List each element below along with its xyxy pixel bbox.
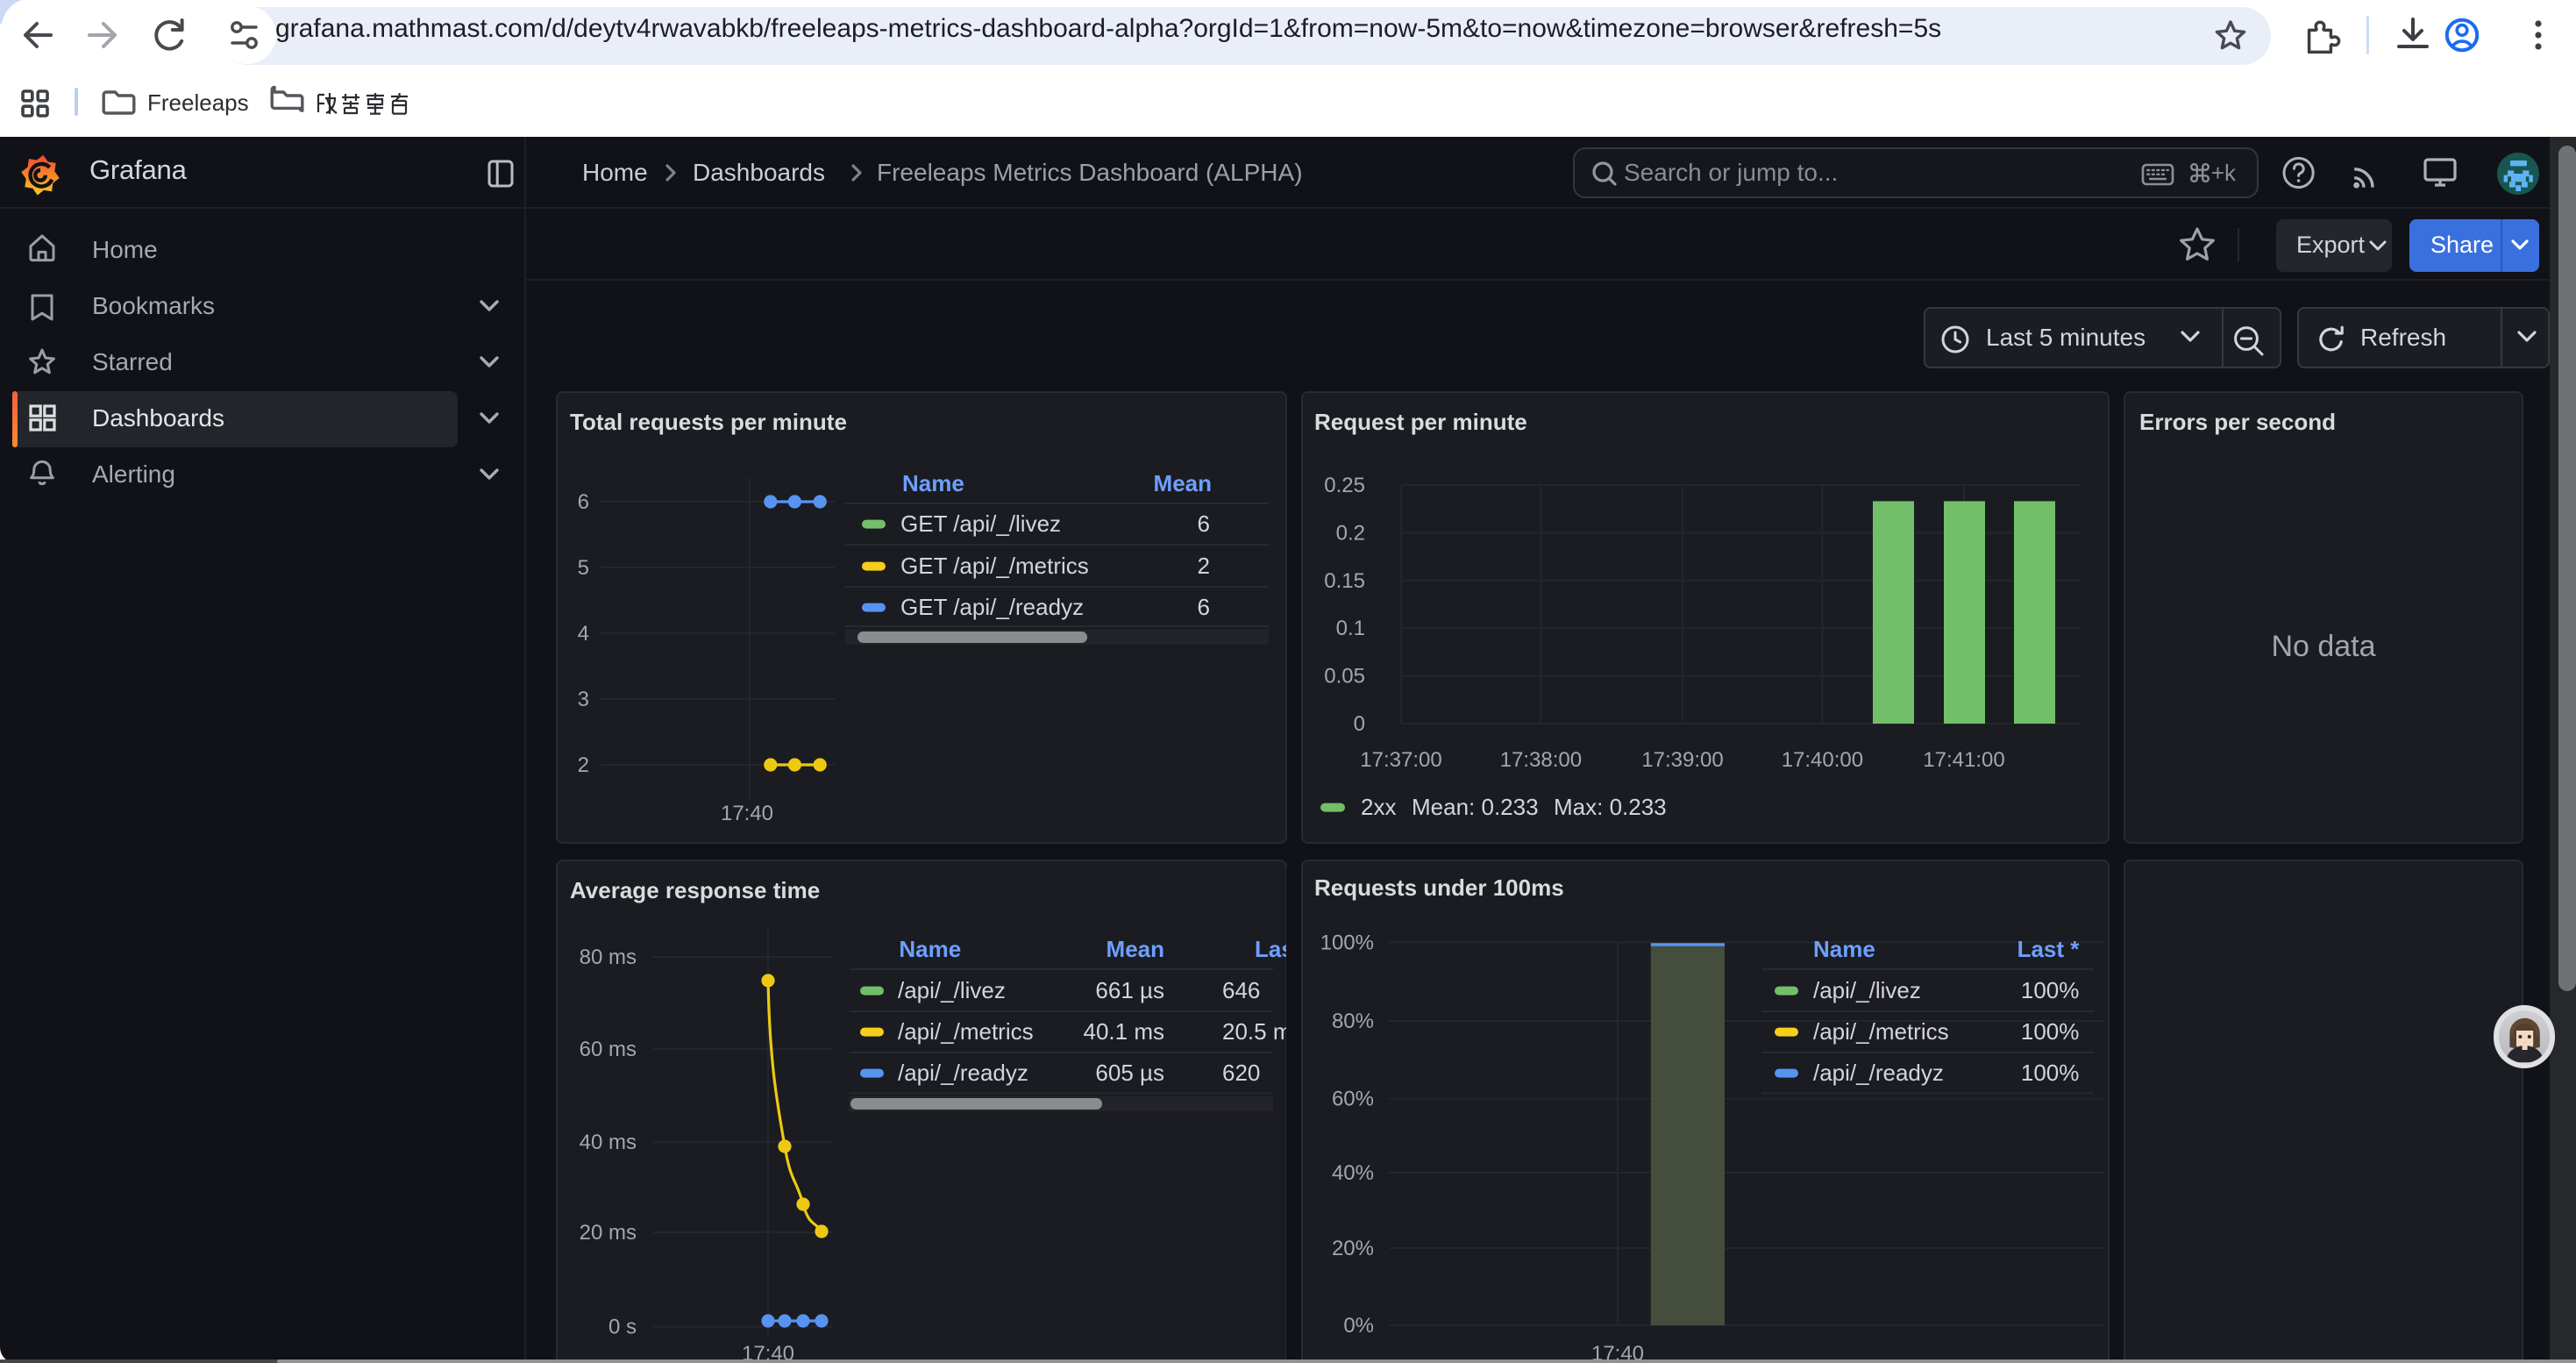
svg-text:2: 2 (1198, 552, 1210, 578)
svg-text:No data: No data (2271, 629, 2375, 662)
svg-text:60 ms: 60 ms (580, 1037, 637, 1060)
svg-text:40 ms: 40 ms (580, 1130, 637, 1153)
svg-text:Request per minute: Request per minute (1314, 408, 1527, 434)
svg-text:/api/_/metrics: /api/_/metrics (1813, 1017, 1949, 1044)
svg-text:3: 3 (578, 687, 589, 710)
svg-text:661 µs: 661 µs (1095, 976, 1164, 1003)
svg-text:40.1 ms: 40.1 ms (1084, 1017, 1165, 1044)
svg-text:2: 2 (578, 753, 589, 776)
svg-text:GET /api/_/livez: GET /api/_/livez (900, 510, 1061, 536)
svg-text:100%: 100% (1320, 930, 1374, 953)
svg-text:100%: 100% (2021, 1017, 2080, 1044)
svg-text:Total requests per minute: Total requests per minute (570, 408, 847, 434)
svg-text:Name: Name (1813, 935, 1875, 961)
svg-text:/api/_/metrics: /api/_/metrics (898, 1017, 1034, 1044)
svg-text:20.5 m: 20.5 m (1222, 1017, 1292, 1044)
svg-text:GET /api/_/readyz: GET /api/_/readyz (900, 593, 1084, 619)
svg-text:6: 6 (1198, 593, 1210, 619)
svg-text:4: 4 (578, 621, 589, 645)
svg-text:17:40: 17:40 (721, 801, 773, 824)
svg-text:2xx: 2xx (1361, 793, 1396, 819)
svg-text:100%: 100% (2021, 1059, 2080, 1085)
svg-text:5: 5 (578, 555, 589, 579)
svg-text:620: 620 (1222, 1059, 1260, 1085)
svg-text:/api/_/livez: /api/_/livez (1813, 976, 1921, 1003)
svg-text:0.25: 0.25 (1324, 473, 1365, 496)
svg-text:Max: 0.233: Max: 0.233 (1554, 793, 1667, 819)
svg-text:646: 646 (1222, 976, 1260, 1003)
svg-text:60%: 60% (1332, 1087, 1374, 1110)
svg-text:Requests under 100ms: Requests under 100ms (1314, 874, 1564, 900)
svg-text:/api/_/livez: /api/_/livez (898, 976, 1006, 1003)
svg-text:80 ms: 80 ms (580, 945, 637, 968)
svg-text:80%: 80% (1332, 1009, 1374, 1032)
svg-text:0 s: 0 s (608, 1315, 637, 1338)
svg-text:0.2: 0.2 (1336, 520, 1365, 544)
svg-text:0.15: 0.15 (1324, 568, 1365, 592)
svg-text:17:40:00: 17:40:00 (1782, 747, 1863, 771)
svg-text:Average response time: Average response time (570, 876, 820, 903)
svg-text:17:37:00: 17:37:00 (1360, 747, 1441, 771)
svg-text:17:41:00: 17:41:00 (1923, 747, 2004, 771)
svg-text:/api/_/readyz: /api/_/readyz (898, 1059, 1028, 1085)
svg-text:Mean: Mean (1107, 935, 1164, 961)
svg-text:GET /api/_/metrics: GET /api/_/metrics (900, 552, 1089, 578)
svg-text:17:39:00: 17:39:00 (1641, 747, 1723, 771)
svg-text:Mean: Mean (1154, 469, 1212, 496)
svg-text:0.05: 0.05 (1324, 664, 1365, 688)
svg-text:40%: 40% (1332, 1160, 1374, 1184)
svg-text:605 µs: 605 µs (1095, 1059, 1164, 1085)
svg-text:100%: 100% (2021, 976, 2080, 1003)
svg-text:0.1: 0.1 (1336, 616, 1365, 639)
svg-text:/api/_/readyz: /api/_/readyz (1813, 1059, 1944, 1085)
svg-text:0%: 0% (1343, 1313, 1374, 1337)
svg-text:6: 6 (1198, 510, 1210, 536)
svg-text:6: 6 (578, 489, 589, 513)
svg-text:20%: 20% (1332, 1236, 1374, 1260)
svg-text:17:38:00: 17:38:00 (1500, 747, 1582, 771)
svg-text:Last *: Last * (2017, 935, 2081, 961)
svg-text:0: 0 (1354, 711, 1365, 735)
svg-text:Name: Name (902, 469, 964, 496)
svg-text:20 ms: 20 ms (580, 1220, 637, 1244)
svg-text:Name: Name (899, 935, 961, 961)
svg-text:Errors per second: Errors per second (2139, 408, 2336, 434)
svg-text:Mean: 0.233: Mean: 0.233 (1412, 793, 1539, 819)
